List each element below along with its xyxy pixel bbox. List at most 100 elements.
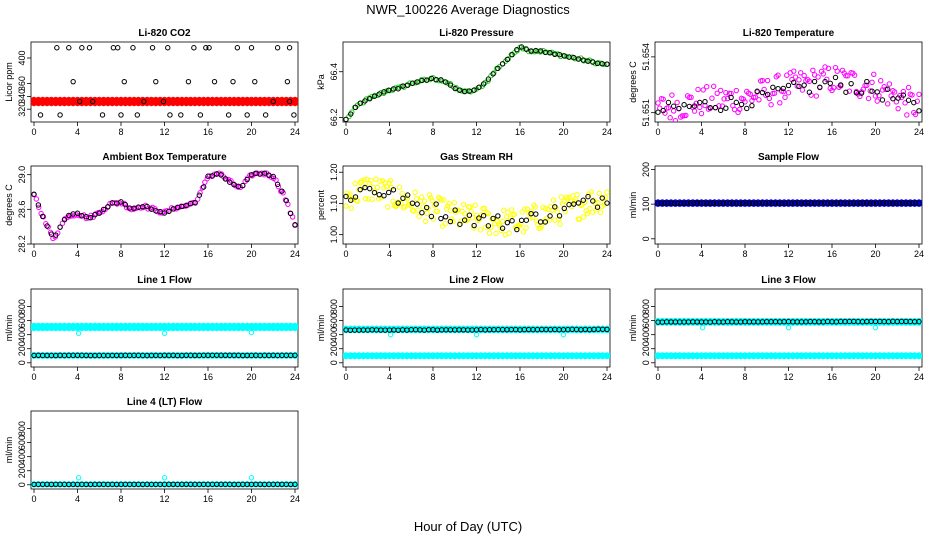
data-point (550, 197, 557, 203)
data-point (720, 200, 726, 206)
data-point (197, 112, 204, 118)
x-tick-label: 8 (430, 372, 435, 382)
data-point (480, 213, 487, 219)
data-point (460, 201, 467, 208)
data-point (593, 206, 600, 213)
x-tick-label: 24 (602, 127, 612, 137)
data-point (484, 209, 490, 216)
data-point (442, 221, 448, 227)
data-point (153, 78, 159, 85)
data-point (740, 200, 746, 206)
data-point (571, 54, 577, 61)
x-tick-label: 20 (558, 127, 568, 137)
data-point (509, 207, 515, 213)
data-point (240, 182, 246, 189)
data-point (522, 206, 528, 212)
data-point (759, 77, 766, 84)
data-point (57, 224, 63, 230)
data-point (733, 87, 739, 94)
panel-title: Li-820 Pressure (439, 28, 514, 39)
data-point (858, 90, 865, 96)
data-point (764, 77, 771, 84)
y-axis-label: percent (316, 189, 326, 220)
data-point (261, 170, 268, 176)
data-point (815, 74, 821, 80)
band-point (604, 353, 610, 360)
panel-line4: Line 4 (LT) Flow 0 4 8 12 16 20 24 0 200400600800… (4, 397, 300, 504)
data-point (505, 209, 511, 216)
data-point (383, 183, 390, 190)
x-tick-label: 16 (827, 372, 837, 382)
data-point (784, 72, 790, 78)
x-tick-label: 4 (699, 372, 704, 382)
series-spread (655, 64, 922, 122)
data-point (825, 65, 832, 71)
data-point (655, 200, 661, 206)
data-point (291, 112, 297, 118)
data-point (843, 89, 849, 95)
data-point (160, 98, 167, 105)
x-tick-label: 16 (203, 249, 213, 259)
data-point (287, 210, 294, 217)
panel-title: Li-820 Temperature (743, 28, 835, 39)
y-tick-label: 400 (329, 327, 339, 342)
data-point (552, 204, 558, 210)
data-point (282, 197, 289, 203)
data-point (244, 112, 250, 118)
data-layer (655, 199, 922, 207)
data-point (343, 193, 349, 200)
data-point (562, 208, 568, 215)
data-point (362, 184, 368, 191)
data-point (697, 99, 703, 106)
data-point (368, 177, 374, 184)
data-point (415, 207, 421, 213)
data-point (744, 105, 750, 112)
data-point (357, 179, 364, 186)
data-point (700, 87, 706, 93)
data-point (442, 214, 449, 220)
data-point (589, 209, 596, 215)
data-layer (655, 317, 922, 360)
data-point (74, 210, 81, 216)
data-point (161, 475, 168, 481)
data-point (668, 200, 674, 206)
x-tick-label: 0 (31, 127, 36, 137)
data-point (669, 92, 675, 98)
data-point (482, 79, 488, 86)
x-tick-label: 16 (203, 494, 213, 504)
data-point (792, 200, 798, 206)
panel-title: Li-820 CO2 (138, 28, 191, 39)
data-point (432, 202, 438, 209)
data-point (707, 104, 713, 111)
band-mark (343, 353, 610, 359)
data-point (798, 200, 805, 206)
panel-line2: Line 2 Flow 0 4 8 12 16 20 24 0 200400600800ml/mi… (316, 275, 612, 382)
data-point (53, 232, 59, 238)
data-point (343, 116, 349, 122)
data-point (872, 324, 879, 331)
x-tick-label: 4 (699, 249, 704, 259)
data-point (796, 83, 802, 90)
data-point (419, 209, 425, 216)
data-point (674, 99, 680, 106)
data-point (806, 78, 813, 85)
data-point (695, 86, 701, 93)
data-point (348, 197, 354, 203)
data-point (369, 196, 375, 203)
data-point (466, 212, 473, 218)
data-point (815, 200, 821, 206)
data-point (274, 181, 281, 188)
y-tick-label: 600 (17, 435, 27, 450)
panel-line3: Line 3 Flow 0 4 8 12 16 20 24 0 200400600800ml/mi… (628, 275, 924, 382)
series-ref (31, 481, 298, 488)
y-tick-label: 600 (641, 313, 651, 328)
data-point (916, 318, 922, 325)
band-mark (655, 200, 922, 207)
data-point (434, 208, 441, 215)
data-point (727, 200, 733, 206)
data-point (390, 187, 397, 193)
data-point (358, 178, 365, 184)
data-point (441, 197, 447, 203)
data-point (450, 218, 456, 224)
data-point (895, 105, 901, 112)
